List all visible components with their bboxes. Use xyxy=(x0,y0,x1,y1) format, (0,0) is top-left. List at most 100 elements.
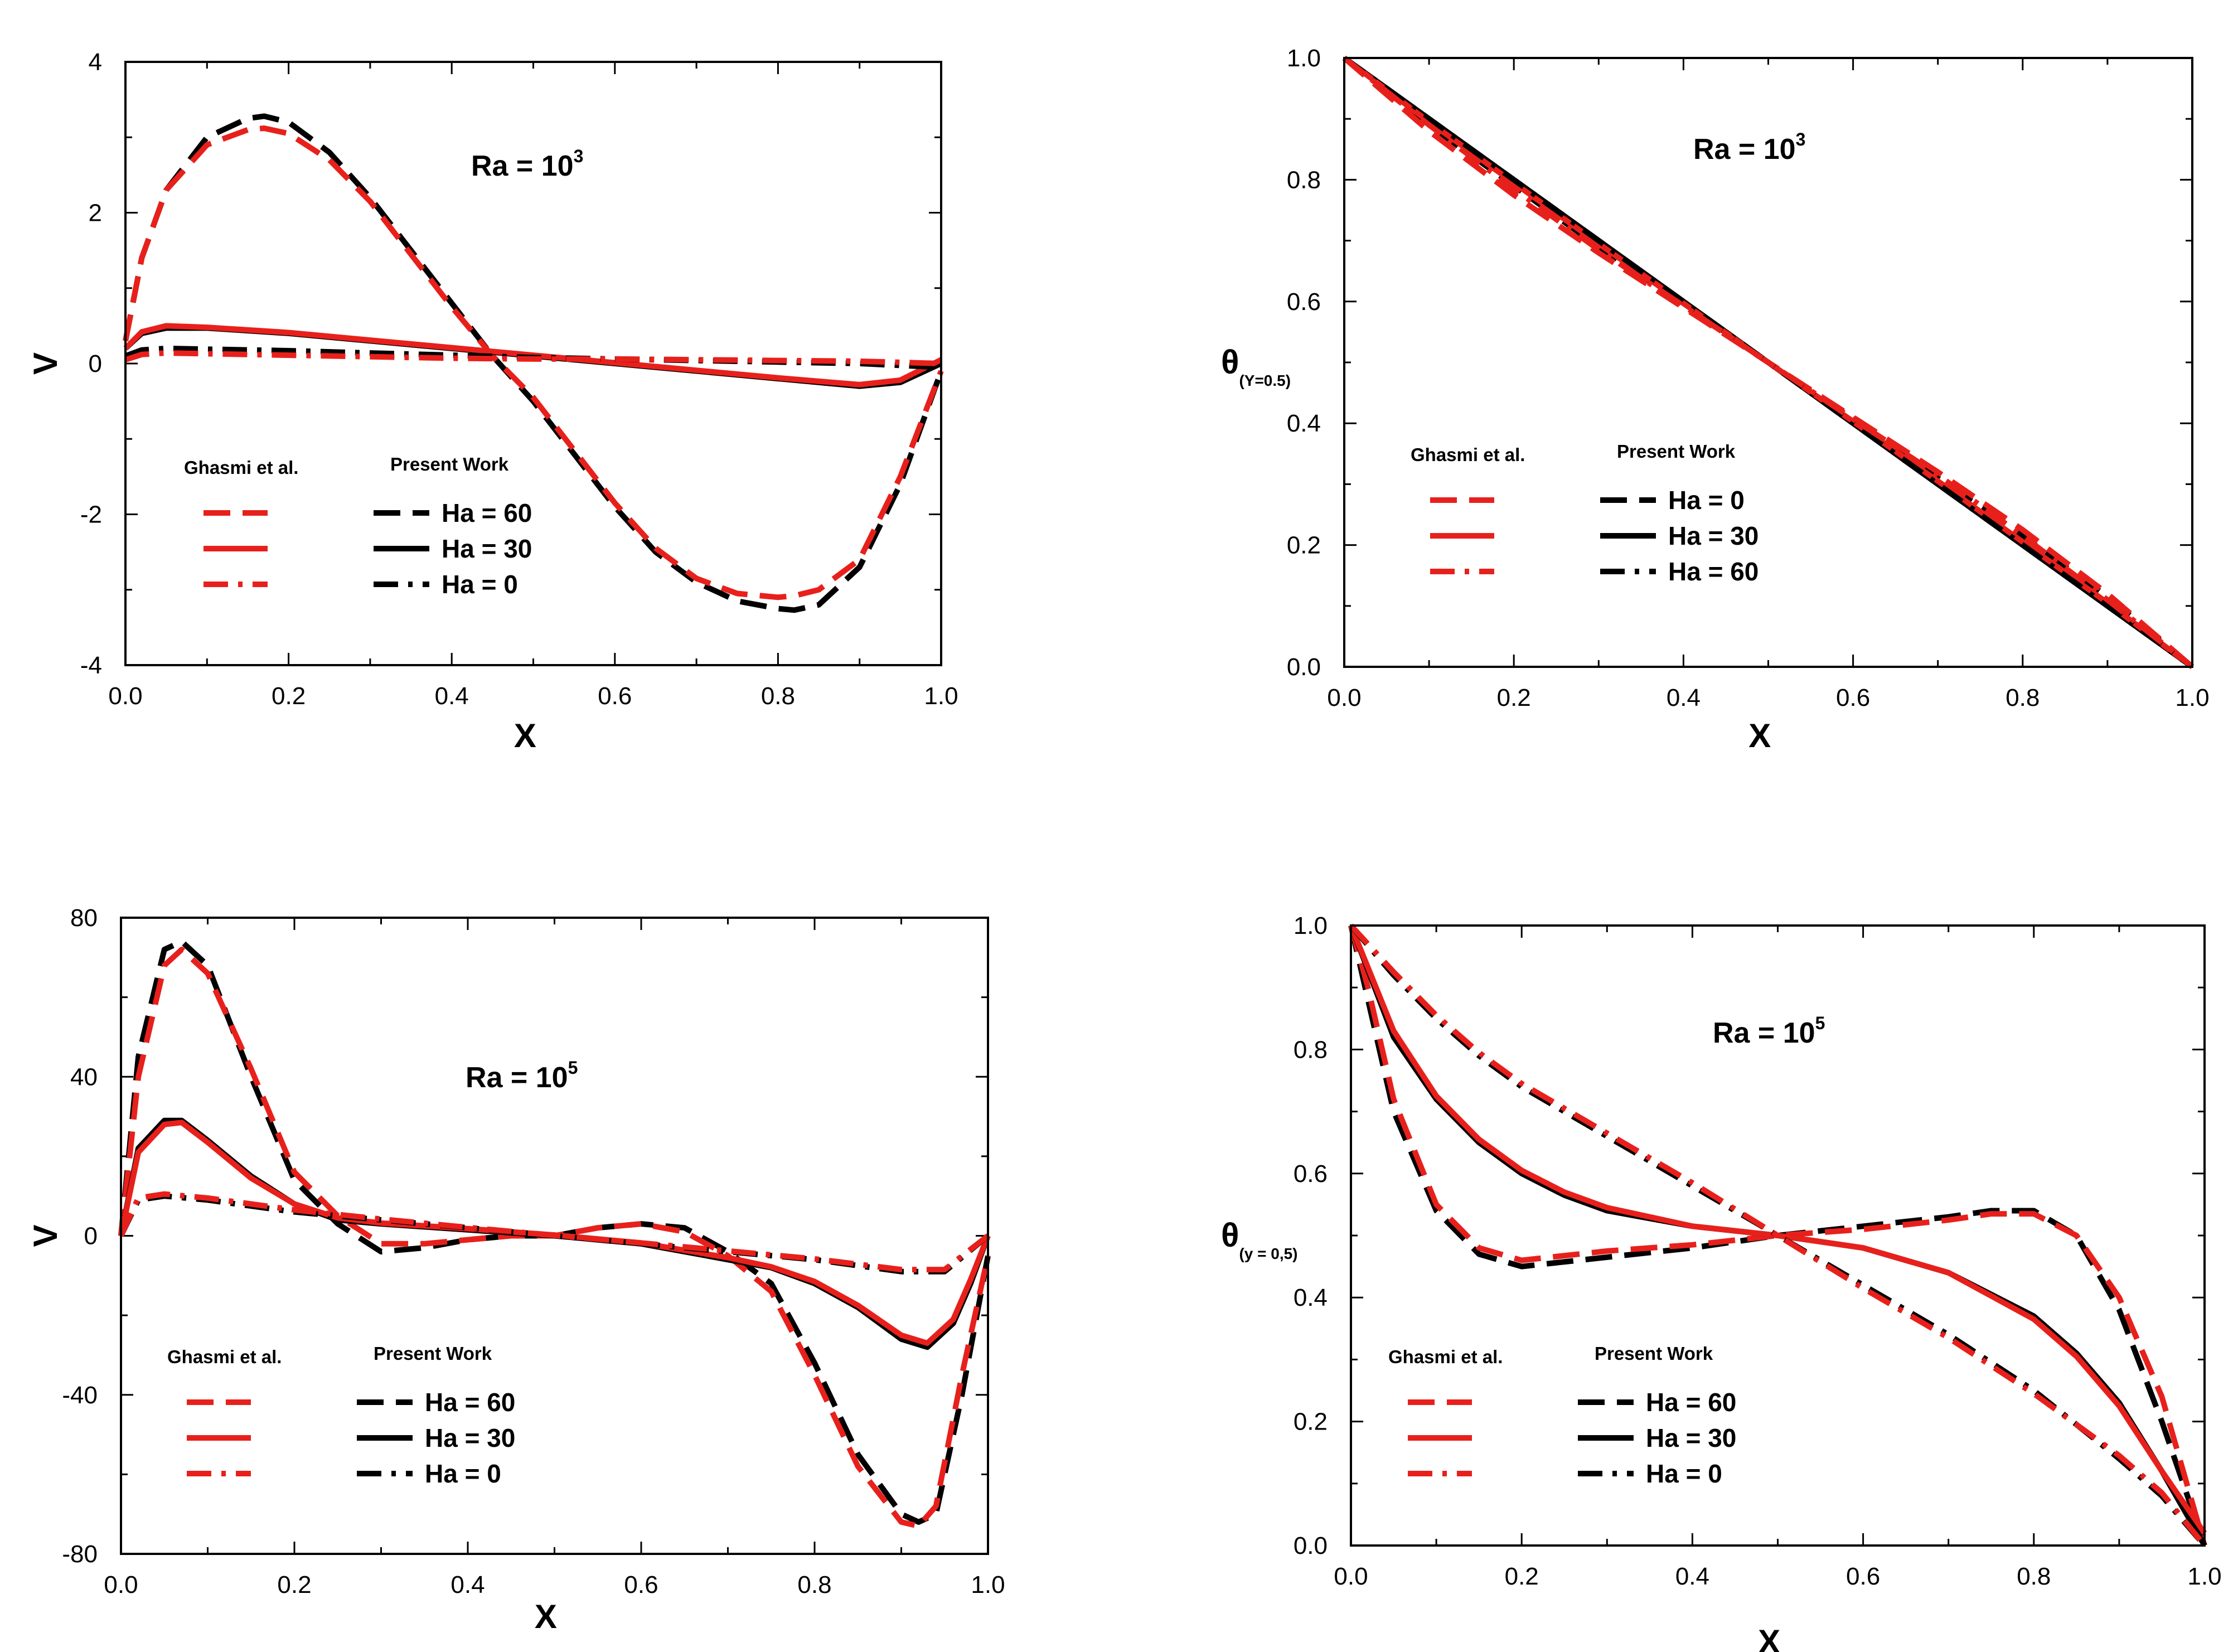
plot-frame xyxy=(1343,57,2193,668)
y-tick-label: 80 xyxy=(70,904,98,932)
x-tick-label: 0.6 xyxy=(624,1571,658,1598)
ra-annotation-exponent: 5 xyxy=(1815,1013,1825,1033)
y-tick-label: 0.4 xyxy=(1287,410,1321,437)
x-tick-label: 1.0 xyxy=(2187,1563,2221,1590)
y-axis-label: V xyxy=(27,1224,64,1247)
x-axis-label: X xyxy=(1758,1623,1780,1652)
legend-entry-label: Ha = 0 xyxy=(1668,486,1745,515)
x-tick-label: 0.2 xyxy=(272,682,306,710)
x-tick-label: 0.0 xyxy=(1334,1563,1368,1590)
x-tick-label: 0.4 xyxy=(450,1571,485,1598)
y-tick-label: 1.0 xyxy=(1287,45,1321,72)
ra-annotation: Ra = 103 xyxy=(471,146,583,182)
legend-present-title: Present Work xyxy=(1595,1343,1713,1364)
x-tick-label: 0.8 xyxy=(761,682,795,710)
y-tick-label: -80 xyxy=(62,1540,98,1568)
y-tick-label: 1.0 xyxy=(1294,912,1328,939)
series-line-reference-ha-0 xyxy=(1349,923,2207,1548)
series-line-reference-ha-0 xyxy=(124,350,942,366)
y-axis-label-subscript: (Y=0.5) xyxy=(1239,372,1291,389)
y-tick-label: 4 xyxy=(89,49,102,76)
y-tick-label: 0.8 xyxy=(1287,166,1321,193)
legend-entry-label: Ha = 60 xyxy=(1668,557,1759,586)
legend-present-title: Present Work xyxy=(390,454,509,474)
y-tick-label: 0.6 xyxy=(1287,288,1321,316)
x-tick-label: 0.4 xyxy=(1675,1563,1709,1590)
legend-entry-label: Ha = 0 xyxy=(425,1459,501,1488)
legend-entry-label: Ha = 30 xyxy=(425,1423,515,1452)
ra-annotation: Ra = 103 xyxy=(1693,129,1805,166)
ra-annotation-exponent: 3 xyxy=(1796,129,1806,149)
y-tick-label: 0 xyxy=(89,350,102,377)
x-tick-label: 1.0 xyxy=(971,1571,1005,1598)
legend-present-title: Present Work xyxy=(374,1343,492,1364)
legend-reference-title: Ghasmi et al. xyxy=(167,1346,282,1367)
plot-frame xyxy=(1350,924,2206,1547)
y-tick-label: 0.8 xyxy=(1294,1036,1328,1063)
legend-reference-title: Ghasmi et al. xyxy=(1411,444,1525,465)
x-tick-label: 1.0 xyxy=(924,682,958,710)
x-tick-label: 0.4 xyxy=(1667,684,1701,711)
y-tick-label: 0 xyxy=(84,1223,98,1250)
x-tick-label: 0.8 xyxy=(2017,1563,2051,1590)
legend-entry-label: Ha = 30 xyxy=(1668,521,1759,550)
legend-entry-label: Ha = 30 xyxy=(442,534,532,563)
y-tick-label: -4 xyxy=(80,652,102,679)
panel-theta-ra1e5: 0.0 0.2 0.4 0.6 0.8 1.00.00.20.40.60.81.0Xθ(y… xyxy=(1221,912,2222,1652)
x-tick-label: 0.2 xyxy=(277,1571,311,1598)
x-tick-label: 0.0 xyxy=(104,1571,138,1598)
y-tick-label: 0.2 xyxy=(1294,1408,1328,1436)
x-tick-label: 0.4 xyxy=(435,682,469,710)
x-tick-label: 0.2 xyxy=(1505,1563,1539,1590)
y-tick-label: 0.2 xyxy=(1287,532,1321,559)
ra-annotation: Ra = 105 xyxy=(1713,1013,1825,1049)
series-line-present-ha-60 xyxy=(1343,55,2194,670)
ra-annotation: Ra = 105 xyxy=(466,1058,578,1094)
series-line-present-ha-60 xyxy=(123,113,944,613)
y-tick-label: 0.0 xyxy=(1294,1532,1328,1559)
legend-entry-label: Ha = 0 xyxy=(1646,1459,1722,1488)
x-tick-label: 0.8 xyxy=(797,1571,831,1598)
x-tick-label: 0.2 xyxy=(1497,684,1531,711)
y-tick-label: 0.4 xyxy=(1294,1284,1328,1311)
y-tick-label: -2 xyxy=(80,501,102,529)
x-tick-label: 0.6 xyxy=(1836,684,1870,711)
panel-v-ra1e5: 0.0 0.2 0.4 0.6 0.8 1.0 -80 -40 0 40 80 X V Ra = 105 G… xyxy=(27,904,1005,1635)
x-tick-label: 0.8 xyxy=(2006,684,2040,711)
x-tick-label: 0.6 xyxy=(598,682,632,710)
y-tick-label: 2 xyxy=(89,200,102,227)
plot-frame xyxy=(120,917,989,1555)
legend-present-title: Present Work xyxy=(1617,441,1736,462)
series-line-reference-ha-30 xyxy=(1342,56,2195,669)
y-tick-label: 0.6 xyxy=(1294,1160,1328,1188)
x-axis-label: X xyxy=(514,717,536,754)
x-axis-label: X xyxy=(535,1598,557,1635)
series-line-reference-ha-30 xyxy=(1348,924,2207,1535)
ra-annotation-exponent: 5 xyxy=(568,1058,578,1078)
panel-v-ra1e3: 0.0 0.2 0.4 0.6 0.8 1.0 -4 -2 0 2 4 X V Ra = 103 Ghasm… xyxy=(27,49,958,754)
legend-entry-label: Ha = 60 xyxy=(425,1388,515,1417)
x-tick-label: 1.0 xyxy=(2175,684,2209,711)
plot-frame xyxy=(124,61,942,666)
series-line-reference-ha-60 xyxy=(123,125,944,600)
legend-reference-title: Ghasmi et al. xyxy=(184,457,298,478)
ra-annotation-exponent: 3 xyxy=(574,146,584,166)
series-line-reference-ha-0 xyxy=(118,1191,990,1273)
legend-entry-label: Ha = 30 xyxy=(1646,1423,1736,1452)
legend-entry-label: Ha = 0 xyxy=(442,570,518,599)
y-axis-label: V xyxy=(27,352,64,375)
panel-theta-ra1e3: 0.0 0.2 0.4 0.6 0.8 1.00.00.20.40.60.81.0Xθ(Y… xyxy=(1221,45,2210,754)
y-tick-label: 40 xyxy=(70,1063,98,1091)
x-tick-label: 0.0 xyxy=(108,682,142,710)
x-tick-label: 0.0 xyxy=(1327,684,1361,711)
y-axis-label-subscript: (y = 0,5) xyxy=(1239,1245,1297,1262)
x-axis-label: X xyxy=(1748,717,1771,754)
series-line-reference-ha-30 xyxy=(123,323,943,387)
y-tick-label: 0.0 xyxy=(1287,653,1321,681)
legend-reference-title: Ghasmi et al. xyxy=(1388,1346,1503,1367)
y-tick-label: -40 xyxy=(62,1382,98,1409)
legend-entry-label: Ha = 60 xyxy=(1646,1388,1736,1417)
series-line-reference-ha-60 xyxy=(1348,924,2207,1547)
